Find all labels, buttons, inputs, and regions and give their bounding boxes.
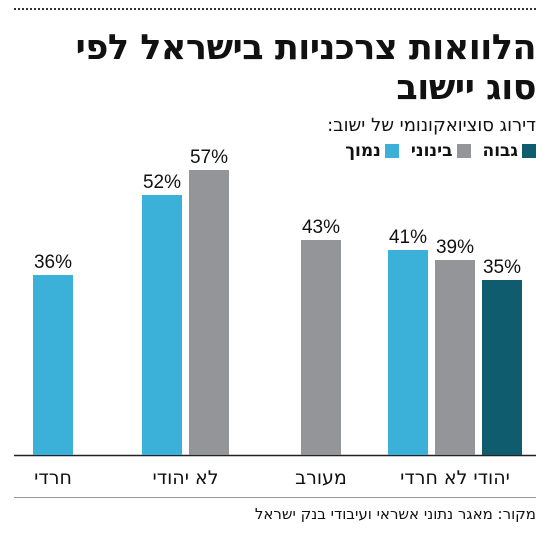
legend-swatch-low <box>384 144 399 158</box>
legend: גבוה בינוני נמוך <box>345 141 536 161</box>
legend-label-medium: בינוני <box>410 141 453 161</box>
bar-2-2 <box>142 195 182 455</box>
legend-label-low: נמוך <box>345 141 381 161</box>
bar-0-2 <box>388 250 428 455</box>
source-divider <box>14 497 536 498</box>
legend-item-medium: בינוני <box>411 141 471 161</box>
legend-swatch-high <box>522 144 536 158</box>
data-label-2-2: 52% <box>143 172 181 193</box>
legend-label-high: גבוה <box>482 141 518 161</box>
category-label-2: לא יהודי <box>153 467 219 489</box>
category-label-1: מעורב <box>295 467 347 489</box>
data-label-1-1: 43% <box>302 217 340 238</box>
source-note: מקור: מאגר נתוני אשראי ועיבודי בנק ישראל <box>254 505 536 523</box>
top-rule <box>14 8 536 10</box>
chart-title: הלוואות צרכניות בישראל לפי סוג יישוב <box>75 28 537 108</box>
category-label-0: יהודי לא חרדי <box>400 467 510 489</box>
legend-swatch-medium <box>456 144 471 158</box>
category-label-3: חרדי <box>34 467 72 489</box>
legend-item-high: גבוה <box>483 141 536 161</box>
data-label-3-2: 36% <box>34 252 72 273</box>
bar-3-2 <box>33 275 73 455</box>
bar-1-1 <box>301 240 341 455</box>
data-label-2-1: 57% <box>190 147 228 168</box>
data-label-0-0: 35% <box>483 257 521 278</box>
legend-title: דירוג סוציואקונומי של ישוב: <box>327 115 536 136</box>
data-label-0-2: 41% <box>389 227 427 248</box>
bar-0-0 <box>482 280 522 455</box>
bar-2-1 <box>189 170 229 455</box>
legend-item-low: נמוך <box>345 141 399 161</box>
data-label-0-1: 39% <box>436 237 474 258</box>
bar-0-1 <box>435 260 475 455</box>
